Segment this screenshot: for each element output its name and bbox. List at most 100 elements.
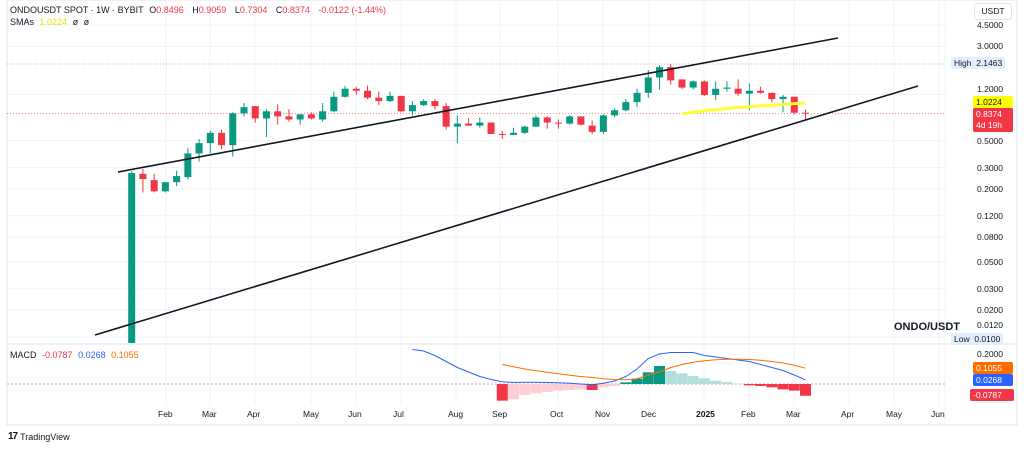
time-tick: Sep: [492, 409, 508, 419]
macd-histogram-bar: [676, 373, 688, 384]
candle-body: [723, 87, 731, 89]
last-price-label: 0.8374 4d 19h: [973, 108, 1013, 132]
macd-signal-value: 0.1055: [111, 350, 139, 360]
macd-histogram-bar: [508, 384, 520, 400]
candle-body: [757, 90, 765, 93]
candle-body: [510, 132, 518, 135]
candle-body: [588, 125, 596, 132]
low-marker-label: Low: [954, 334, 970, 344]
macd-histogram-bar: [800, 384, 811, 396]
candle-body: [218, 132, 226, 146]
time-tick: Feb: [741, 409, 756, 419]
last-price-value: 0.8374: [976, 109, 1002, 119]
macd-line-value: 0.0268: [78, 350, 106, 360]
candle-body: [678, 79, 686, 88]
time-tick: Oct: [550, 409, 564, 419]
high-marker: High 2.1463: [951, 57, 1006, 69]
candle-body: [296, 114, 304, 120]
price-tick: 0.5000: [977, 135, 1003, 146]
price-tick: 0.1200: [977, 210, 1003, 221]
symbol-title[interactable]: ONDOUSDT SPOT · 1W · BYBIT: [10, 5, 144, 15]
price-tick: 0.2000: [977, 183, 1003, 194]
macd-histogram-bar: [620, 382, 632, 384]
pair-watermark: ONDO/USDT: [894, 321, 960, 333]
candle-body: [700, 81, 708, 95]
macd-histogram-bar: [530, 384, 542, 394]
time-tick: Jul: [393, 409, 404, 419]
macd-histogram-bar: [777, 384, 789, 390]
macd-histogram-bar: [743, 384, 755, 386]
candle-body: [667, 67, 675, 81]
candle-body: [532, 117, 540, 127]
tradingview-logo[interactable]: 17 TradingView: [8, 431, 70, 442]
candle-body: [251, 106, 259, 119]
macd-histogram-bar: [631, 378, 643, 384]
low-value: 0.7304: [239, 5, 268, 15]
candle-body: [364, 90, 372, 98]
candle-body: [397, 95, 405, 112]
macd-histogram-bar: [597, 384, 609, 388]
sma-legend[interactable]: SMAs 1.0224 ø ø: [10, 17, 92, 27]
low-label: L: [234, 5, 240, 15]
candle-body: [802, 112, 809, 114]
sma-extra-2: ø: [83, 17, 90, 27]
chart-frame: [6, 0, 1018, 426]
candle-body: [622, 102, 630, 111]
candle-body: [442, 106, 450, 127]
time-tick: Jun: [931, 409, 945, 419]
macd-legend[interactable]: MACD -0.0787 0.0268 0.1055: [10, 350, 142, 360]
macd-hist-value: -0.0787: [42, 350, 73, 360]
low-marker-value: 0.0100: [974, 334, 1001, 344]
time-tick: Nov: [595, 409, 611, 419]
macd-histogram-bar: [698, 378, 710, 384]
macd-histogram-bar: [665, 370, 677, 384]
candle-body: [161, 182, 169, 192]
time-tick: Mar: [786, 409, 801, 419]
macd-histogram-bar: [552, 384, 564, 391]
price-tick: 0.0800: [977, 232, 1003, 243]
candle-body: [431, 101, 439, 107]
candle-body: [745, 90, 753, 94]
candle-body: [128, 173, 136, 343]
price-tick: 3.0000: [977, 41, 1003, 52]
currency-button[interactable]: USDT: [974, 3, 1012, 20]
time-tick: May: [303, 409, 320, 419]
candle-body: [173, 176, 181, 183]
macd-histogram-bar: [586, 384, 598, 390]
symbol-legend: ONDOUSDT SPOT · 1W · BYBIT O0.8496 H0.90…: [10, 5, 389, 15]
candle-body: [543, 117, 551, 123]
macd-histogram-bar: [788, 384, 800, 391]
price-tick: 0.0200: [977, 305, 1003, 316]
price-tick: 4.5000: [977, 19, 1003, 30]
upper-trendline: [117, 37, 839, 173]
candle-body: [734, 88, 742, 94]
macd-histogram-bar: [654, 366, 666, 384]
time-tick: Dec: [641, 409, 657, 419]
candle-body: [408, 105, 416, 112]
lower-trendline: [94, 85, 919, 336]
sma-label: SMAs: [10, 17, 35, 27]
macd-line: [412, 349, 806, 386]
candle-body: [633, 92, 641, 103]
macd-signal-line: [502, 358, 806, 381]
sma-price-label: 1.0224: [973, 96, 1013, 108]
candle-body: [689, 81, 697, 88]
candle-body: [139, 173, 147, 180]
candle-body: [644, 77, 652, 93]
candle-body: [184, 153, 192, 178]
candle-body: [656, 67, 664, 78]
candle-body: [375, 97, 383, 102]
tradingview-logo-icon: 17: [8, 431, 18, 442]
high-value: 0.9059: [198, 5, 227, 15]
high-label: H: [192, 5, 199, 15]
bar-countdown: 4d 19h: [976, 120, 1002, 130]
candle-body: [352, 88, 360, 91]
macd-histogram-bar: [755, 384, 767, 386]
candle-body: [330, 96, 338, 112]
high-marker-value: 2.1463: [976, 58, 1003, 68]
macd-histogram-bar: [541, 384, 553, 392]
candle-body: [453, 123, 461, 127]
time-tick: Aug: [448, 409, 464, 419]
candle-body: [768, 92, 776, 100]
